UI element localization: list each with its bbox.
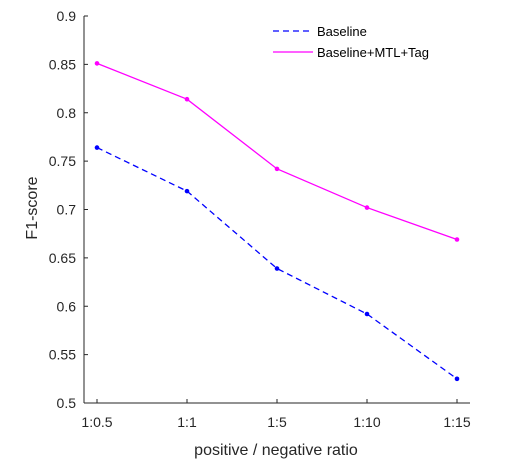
y-tick-label: 0.9 — [57, 8, 77, 24]
plot-area — [83, 16, 470, 404]
data-point-1 — [364, 205, 370, 210]
y-axis: 0.5 0.55 0.6 0.65 0.7 0.75 0.8 0.85 0.9 — [49, 8, 88, 411]
y-tick-label: 0.6 — [57, 298, 77, 314]
data-point-0 — [454, 376, 460, 382]
data-point-0 — [184, 188, 190, 194]
x-tick-label: 1:0.5 — [81, 414, 112, 430]
series-line-1 — [96, 62, 458, 241]
y-tick-label: 0.5 — [57, 395, 77, 411]
data-point-1 — [274, 166, 280, 172]
x-axis: 1:0.5 1:1 1:5 1:10 1:15 — [81, 399, 471, 430]
data-point-1 — [184, 96, 190, 102]
y-tick-label: 0.75 — [49, 153, 76, 169]
series-line-0 — [96, 146, 458, 380]
data-point-0 — [94, 145, 100, 150]
y-axis-label: F1-score — [24, 176, 41, 239]
x-tick-label: 1:15 — [443, 414, 470, 430]
data-point-0 — [274, 266, 280, 271]
y-tick-label: 0.55 — [49, 347, 76, 363]
series-layer — [94, 61, 460, 382]
x-tick-label: 1:10 — [353, 414, 380, 430]
legend-label-1: Baseline+MTL+Tag — [317, 45, 429, 60]
y-tick-label: 0.7 — [57, 202, 77, 218]
y-tick-label: 0.85 — [49, 56, 76, 72]
data-point-1 — [454, 237, 460, 242]
x-axis-label: positive / negative ratio — [194, 442, 358, 459]
x-tick-label: 1:5 — [267, 414, 287, 430]
y-tick-label: 0.65 — [49, 250, 76, 266]
legend: Baseline Baseline+MTL+Tag — [273, 24, 429, 60]
x-tick-label: 1:1 — [177, 414, 197, 430]
y-tick-label: 0.8 — [57, 105, 77, 121]
data-point-0 — [364, 311, 370, 317]
legend-label-0: Baseline — [317, 24, 367, 39]
data-point-1 — [94, 61, 100, 66]
